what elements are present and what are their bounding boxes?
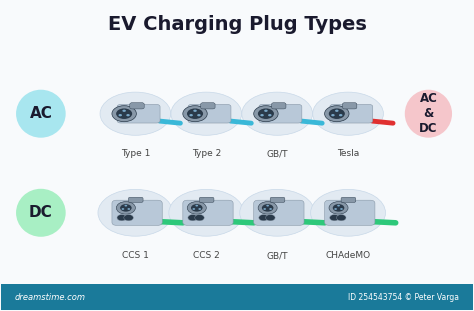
Circle shape bbox=[337, 205, 340, 207]
Circle shape bbox=[128, 208, 130, 210]
FancyBboxPatch shape bbox=[117, 104, 160, 123]
FancyBboxPatch shape bbox=[325, 200, 375, 225]
FancyBboxPatch shape bbox=[330, 104, 373, 123]
Circle shape bbox=[116, 109, 132, 119]
Circle shape bbox=[265, 215, 275, 221]
Circle shape bbox=[329, 109, 345, 119]
Circle shape bbox=[122, 109, 126, 112]
FancyBboxPatch shape bbox=[343, 103, 357, 109]
Circle shape bbox=[191, 204, 202, 212]
Circle shape bbox=[325, 106, 349, 122]
Circle shape bbox=[187, 202, 206, 214]
Text: AC
&
DC: AC & DC bbox=[419, 92, 438, 135]
Circle shape bbox=[183, 106, 207, 122]
Circle shape bbox=[116, 202, 136, 214]
Circle shape bbox=[120, 204, 132, 212]
Text: Type 2: Type 2 bbox=[191, 149, 221, 158]
Ellipse shape bbox=[171, 92, 242, 135]
Circle shape bbox=[329, 202, 348, 214]
FancyBboxPatch shape bbox=[128, 197, 143, 202]
Circle shape bbox=[121, 208, 124, 210]
Ellipse shape bbox=[98, 189, 173, 236]
Circle shape bbox=[269, 208, 272, 210]
Circle shape bbox=[190, 114, 193, 116]
Circle shape bbox=[258, 202, 277, 214]
FancyBboxPatch shape bbox=[270, 197, 285, 202]
Circle shape bbox=[193, 109, 197, 112]
Circle shape bbox=[258, 109, 274, 119]
Circle shape bbox=[117, 215, 127, 221]
Text: CCS 1: CCS 1 bbox=[122, 252, 149, 261]
Circle shape bbox=[195, 215, 204, 221]
Circle shape bbox=[254, 106, 278, 122]
FancyBboxPatch shape bbox=[130, 103, 144, 109]
Text: Type 1: Type 1 bbox=[121, 149, 150, 158]
Circle shape bbox=[198, 208, 201, 210]
Circle shape bbox=[333, 204, 344, 212]
Circle shape bbox=[335, 109, 338, 112]
FancyBboxPatch shape bbox=[199, 197, 214, 202]
Circle shape bbox=[118, 114, 122, 116]
Ellipse shape bbox=[16, 90, 66, 138]
Circle shape bbox=[195, 205, 198, 207]
FancyBboxPatch shape bbox=[188, 104, 231, 123]
Text: Tesla: Tesla bbox=[337, 149, 359, 158]
Ellipse shape bbox=[242, 92, 312, 135]
Circle shape bbox=[266, 205, 269, 207]
Ellipse shape bbox=[169, 189, 244, 236]
FancyBboxPatch shape bbox=[0, 284, 474, 310]
Circle shape bbox=[125, 205, 127, 207]
FancyBboxPatch shape bbox=[341, 197, 356, 202]
Circle shape bbox=[197, 114, 201, 116]
FancyBboxPatch shape bbox=[183, 200, 233, 225]
Circle shape bbox=[331, 114, 335, 116]
Text: GB/T: GB/T bbox=[266, 149, 288, 158]
Circle shape bbox=[340, 208, 343, 210]
Text: ID 254543754 © Peter Varga: ID 254543754 © Peter Varga bbox=[348, 293, 459, 302]
Circle shape bbox=[264, 208, 266, 210]
Text: GB/T: GB/T bbox=[266, 252, 288, 261]
Ellipse shape bbox=[16, 189, 66, 237]
Ellipse shape bbox=[405, 90, 452, 138]
Text: CHAdeMO: CHAdeMO bbox=[326, 252, 371, 261]
FancyBboxPatch shape bbox=[259, 104, 302, 123]
Circle shape bbox=[330, 215, 339, 221]
Text: dreamstime.com: dreamstime.com bbox=[15, 293, 86, 302]
Ellipse shape bbox=[240, 189, 315, 236]
FancyBboxPatch shape bbox=[272, 103, 286, 109]
Circle shape bbox=[126, 114, 130, 116]
Circle shape bbox=[334, 208, 337, 210]
Circle shape bbox=[259, 215, 268, 221]
Circle shape bbox=[339, 114, 343, 116]
Ellipse shape bbox=[313, 92, 383, 135]
Text: AC: AC bbox=[29, 106, 52, 121]
Circle shape bbox=[124, 215, 133, 221]
FancyBboxPatch shape bbox=[254, 200, 304, 225]
Text: EV Charging Plug Types: EV Charging Plug Types bbox=[108, 15, 366, 34]
FancyBboxPatch shape bbox=[201, 103, 215, 109]
Text: CCS 2: CCS 2 bbox=[193, 252, 219, 261]
Ellipse shape bbox=[310, 189, 385, 236]
Ellipse shape bbox=[100, 92, 171, 135]
Circle shape bbox=[262, 204, 273, 212]
Circle shape bbox=[187, 109, 203, 119]
FancyBboxPatch shape bbox=[112, 200, 162, 225]
Circle shape bbox=[188, 215, 198, 221]
Circle shape bbox=[260, 114, 264, 116]
Circle shape bbox=[112, 106, 137, 122]
Circle shape bbox=[268, 114, 272, 116]
Circle shape bbox=[337, 215, 346, 221]
Circle shape bbox=[264, 109, 268, 112]
Circle shape bbox=[192, 208, 195, 210]
Text: DC: DC bbox=[29, 205, 53, 220]
